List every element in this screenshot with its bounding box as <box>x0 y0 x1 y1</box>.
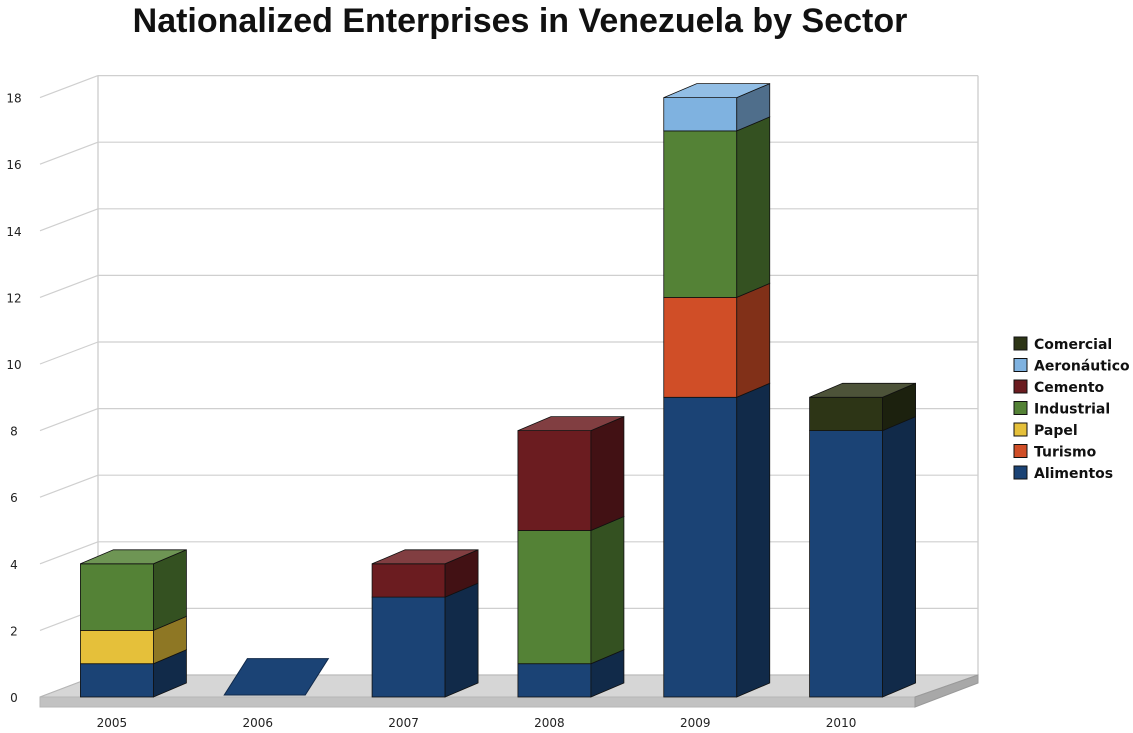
bar-segment-side <box>882 415 916 698</box>
legend-label: Aeronáutico <box>1034 359 1130 375</box>
bar-segment-side <box>590 515 625 665</box>
bar-segment-front <box>517 530 592 665</box>
chart-title: Nationalized Enterprises in Venezuela by… <box>132 2 908 40</box>
bar-segment-top <box>809 382 916 398</box>
legend-label: Turismo <box>1034 445 1097 461</box>
bar-segment-side <box>736 382 771 698</box>
bar-segment-front <box>809 430 883 698</box>
x-tick-label: 2010 <box>826 716 857 730</box>
y-tick-label: 4 <box>10 558 18 572</box>
legend-label: Comercial <box>1034 337 1112 353</box>
gridline-side <box>39 341 99 365</box>
bar-segment-top <box>517 416 625 432</box>
gridline-side <box>39 408 99 432</box>
bar-flat-slab <box>223 658 330 696</box>
legend-label: Cemento <box>1034 380 1105 396</box>
y-tick-label: 18 <box>6 92 21 106</box>
legend-swatch <box>1013 379 1028 394</box>
bar-segment-front <box>663 296 738 398</box>
bar-segment-top <box>80 549 187 565</box>
bar-segment-front <box>80 630 154 665</box>
y-tick-label: 16 <box>6 158 21 172</box>
gridline-side <box>39 208 99 232</box>
bar-segment-front <box>80 563 154 631</box>
y-tick-label: 14 <box>6 225 21 239</box>
gridline-side <box>39 541 99 565</box>
legend-swatch <box>1013 401 1028 415</box>
bar-segment-front <box>663 130 738 298</box>
legend-swatch <box>1013 358 1028 372</box>
bar-segment-front <box>663 396 738 698</box>
legend: Comercial Aeronáutico Cemento Industrial Pap… <box>1013 336 1130 482</box>
y-tick-label: 2 <box>10 624 18 638</box>
y-tick-label: 10 <box>6 358 21 372</box>
legend-swatch <box>1013 465 1028 480</box>
gridline-side <box>39 274 99 298</box>
y-tick-label: 12 <box>6 291 21 305</box>
legend-swatch <box>1013 444 1028 458</box>
bar-segment-front <box>517 663 592 698</box>
x-tick-label: 2008 <box>534 716 565 730</box>
bar-segment-side <box>736 282 771 398</box>
y-tick-label: 6 <box>10 491 18 505</box>
floor-side <box>914 674 979 708</box>
y-axis-ticks: 0 2 4 6 8 10 12 14 16 18 <box>6 92 21 705</box>
bar-segment-side <box>736 116 771 299</box>
gridline-side <box>39 75 99 99</box>
x-tick-label: 2006 <box>242 716 273 730</box>
bar-segment-front <box>663 97 738 132</box>
legend-label: Papel <box>1034 423 1078 439</box>
bar-segment-side <box>444 582 479 698</box>
bar-segment-front <box>371 596 446 698</box>
bar-segment-top <box>663 83 770 98</box>
bar-segment-front <box>809 396 883 431</box>
x-tick-label: 2007 <box>388 716 419 730</box>
bar-segment-front <box>371 563 446 598</box>
legend-swatch <box>1013 336 1028 351</box>
bar-segment-top <box>371 549 479 565</box>
y-tick-label: 8 <box>10 425 18 439</box>
floor-front <box>39 696 916 708</box>
legend-label: Industrial <box>1034 402 1110 418</box>
bars <box>80 82 916 698</box>
bar-segment-front <box>517 430 592 531</box>
y-tick-label: 0 <box>10 691 18 705</box>
bar-segment-side <box>590 415 625 532</box>
x-tick-label: 2009 <box>680 716 711 730</box>
x-axis-ticks: 2005 2006 2007 2008 2009 2010 <box>97 716 857 730</box>
gridline-side <box>39 141 99 165</box>
x-tick-label: 2005 <box>97 716 128 730</box>
gridline-side <box>39 474 99 498</box>
bar-segment-front <box>80 663 154 698</box>
legend-label: Alimentos <box>1034 466 1113 482</box>
legend-swatch <box>1013 422 1028 437</box>
